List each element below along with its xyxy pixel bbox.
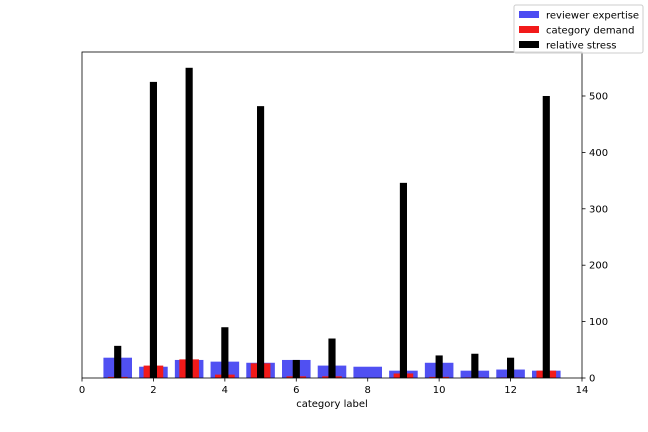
relative-stress-bar-7	[328, 338, 336, 378]
x-tick-label-8: 8	[365, 385, 371, 396]
legend: reviewer expertise category demand relativ…	[513, 4, 644, 54]
legend-swatch-2	[519, 26, 539, 33]
legend-box	[513, 4, 644, 54]
relative-stress-bar-13	[542, 95, 550, 379]
relative-stress-bar-10	[435, 355, 443, 378]
x-tick-label-14: 14	[576, 385, 589, 396]
legend-swatch-3	[519, 41, 539, 48]
relative-stress-bar-12	[507, 357, 515, 378]
y-tick-label-300: 300	[589, 204, 608, 215]
relative-stress-bar-4	[221, 327, 229, 378]
relative-stress-bar-9	[399, 182, 407, 378]
relative-stress-bar-3	[185, 67, 193, 378]
relative-stress-bar-6	[292, 359, 300, 378]
plot-frame	[81, 51, 583, 379]
y-axis: 0 100 200 300 400 500	[582, 91, 608, 385]
reviewer-expertise-bar-8	[353, 366, 382, 378]
x-tick-label-4: 4	[222, 385, 228, 396]
y-tick-label-400: 400	[589, 148, 608, 159]
legend-swatch-1	[519, 11, 539, 18]
plot-marks	[103, 67, 561, 379]
relative-stress-bar-11	[471, 353, 479, 378]
series-3	[114, 67, 550, 379]
x-axis-label: category label	[296, 399, 368, 410]
legend-label-1: reviewer expertise	[546, 11, 639, 22]
x-tick-label-6: 6	[293, 385, 299, 396]
y-tick-label-0: 0	[589, 374, 595, 385]
y-tick-label-200: 200	[589, 261, 608, 272]
x-axis: 0 2 4 6 8 10 12 14	[79, 378, 589, 396]
y-tick-label-100: 100	[589, 317, 608, 328]
legend-label-2: category demand	[546, 26, 634, 37]
y-tick-label-500: 500	[589, 91, 608, 102]
relative-stress-bar-2	[149, 81, 157, 378]
legend-label-3: relative stress	[546, 41, 617, 52]
relative-stress-bar-1	[114, 345, 122, 378]
x-tick-label-12: 12	[504, 385, 517, 396]
x-tick-label-0: 0	[79, 385, 85, 396]
relative-stress-bar-5	[257, 106, 265, 379]
x-tick-label-10: 10	[433, 385, 446, 396]
x-tick-label-2: 2	[150, 385, 156, 396]
